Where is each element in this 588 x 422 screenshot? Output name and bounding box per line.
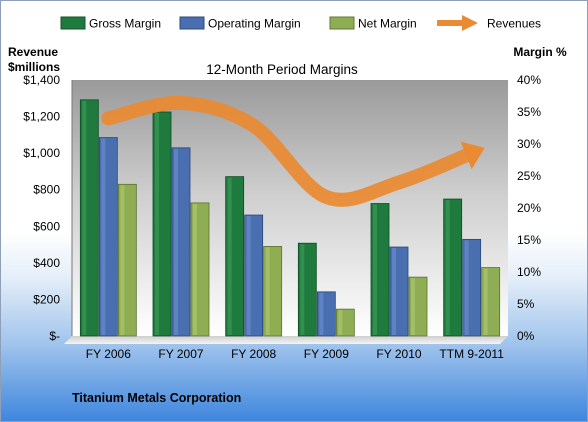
left-tick-label: $-: [49, 329, 60, 343]
legend-label-net-margin: Net Margin: [358, 17, 417, 31]
bar-highlight: [319, 292, 324, 335]
plot-area: [72, 80, 508, 336]
left-axis-title-line2: $millions: [8, 60, 60, 74]
left-tick-label: $600: [33, 219, 60, 233]
left-tick-label: $800: [33, 183, 60, 197]
bar-highlight: [155, 113, 159, 335]
bar-highlight: [483, 268, 488, 335]
legend-label-operating-margin: Operating Margin: [208, 17, 301, 31]
bar-highlight: [392, 248, 396, 335]
left-tick-label: $1,400: [23, 73, 60, 87]
right-tick-label: 15%: [517, 233, 541, 247]
bar-highlight: [373, 204, 377, 335]
bar-highlight: [193, 203, 197, 335]
right-tick-label: 30%: [517, 137, 541, 151]
company-name: Titanium Metals Corporation: [72, 391, 241, 405]
left-tick-label: $400: [33, 256, 60, 270]
bars: [79, 99, 501, 337]
category-label: FY 2010: [376, 347, 421, 361]
legend-arrowhead-revenues: [462, 15, 478, 31]
right-tick-label: 25%: [517, 169, 541, 183]
bar-highlight: [411, 278, 415, 335]
left-axis-title-line1: Revenue: [8, 45, 58, 59]
bar-highlight: [300, 244, 305, 335]
bar-highlight: [120, 185, 125, 335]
left-tick-label: $1,200: [23, 110, 60, 124]
right-tick-label: 5%: [517, 297, 535, 311]
bar-highlight: [174, 148, 178, 335]
bar-highlight: [227, 177, 232, 335]
right-axis-ticks: 0% 5% 10% 15% 20% 25% 30% 35% 40%: [517, 73, 541, 343]
category-labels: FY 2006 FY 2007 FY 2008 FY 2009 FY 2010 TTM 9…: [86, 347, 504, 361]
category-label: FY 2008: [231, 347, 276, 361]
revenue-line: [101, 95, 479, 207]
revenue-series: [101, 95, 485, 207]
revenue-arrowhead: [460, 141, 485, 170]
category-label: FY 2009: [304, 347, 349, 361]
chart-title: 12-Month Period Margins: [206, 62, 358, 77]
bar-highlight: [82, 100, 87, 335]
legend-label-revenues: Revenues: [487, 17, 541, 31]
right-tick-label: 10%: [517, 265, 541, 279]
left-axis-ticks: $- $200 $400 $600 $800 $1,000 $1,200 $1,400: [23, 73, 60, 343]
legend-swatch-gross-margin: [60, 16, 86, 30]
right-tick-label: 35%: [517, 105, 541, 119]
category-label: FY 2006: [86, 347, 131, 361]
legend-label-gross-margin: Gross Margin: [89, 17, 161, 31]
bar-highlight: [464, 240, 469, 335]
right-tick-label: 0%: [517, 329, 535, 343]
legend-swatch-net-margin: [329, 16, 355, 30]
category-label: TTM 9-2011: [439, 347, 504, 361]
bar-highlight: [445, 200, 450, 335]
right-tick-label: 40%: [517, 73, 541, 87]
bar-highlight: [246, 216, 251, 335]
bar-highlight: [265, 247, 270, 335]
category-label: FY 2007: [158, 347, 203, 361]
bar-highlight: [101, 138, 106, 335]
plot-floor: [64, 336, 508, 344]
legend: Gross Margin Operating Margin Net Margin…: [60, 15, 541, 31]
right-tick-label: 20%: [517, 201, 541, 215]
bar-highlight: [338, 310, 343, 335]
right-axis-title: Margin %: [513, 45, 567, 59]
left-tick-label: $1,000: [23, 146, 60, 160]
legend-swatch-operating-margin: [179, 16, 205, 30]
left-tick-label: $200: [33, 292, 60, 306]
